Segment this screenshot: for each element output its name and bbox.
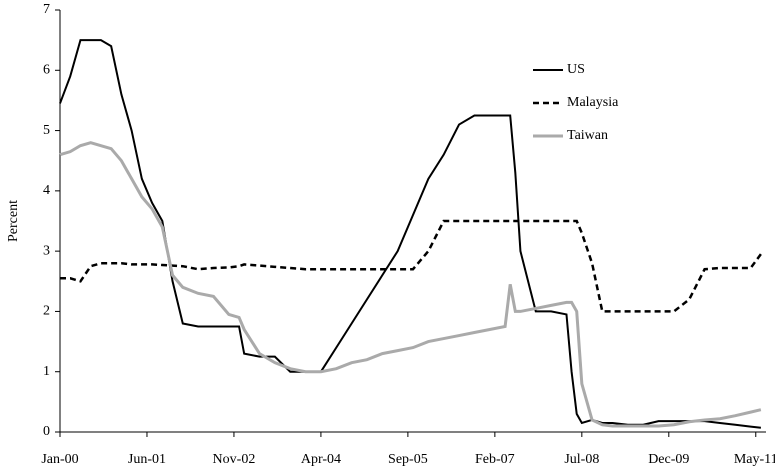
y-axis-label: Percent [6,200,21,242]
y-tick-label: 7 [43,2,50,17]
x-tick-label: Jul-08 [564,452,599,467]
x-tick-label: Nov-02 [213,452,256,467]
legend-label: Malaysia [567,95,619,110]
x-tick-label: Jan-00 [41,452,78,467]
y-tick-label: 1 [43,364,50,379]
series-line [59,141,762,428]
x-tick-label: Feb-07 [475,452,515,467]
series-line [60,219,762,313]
y-tick-label: 5 [43,123,50,138]
y-tick-label: 4 [43,183,50,198]
x-tick-label: Apr-04 [301,452,341,467]
y-tick-label: 0 [43,424,50,439]
legend-label: US [567,62,585,77]
x-tick-label: Sep-05 [388,452,428,467]
x-tick-label: May-11 [734,452,775,467]
y-tick-label: 3 [43,243,50,258]
legend-label: Taiwan [567,128,608,143]
x-tick-label: Jun-01 [128,452,166,467]
x-tick-label: Dec-09 [648,452,689,467]
y-tick-label: 2 [43,304,50,319]
series-line [59,39,761,429]
y-tick-label: 6 [43,63,50,78]
